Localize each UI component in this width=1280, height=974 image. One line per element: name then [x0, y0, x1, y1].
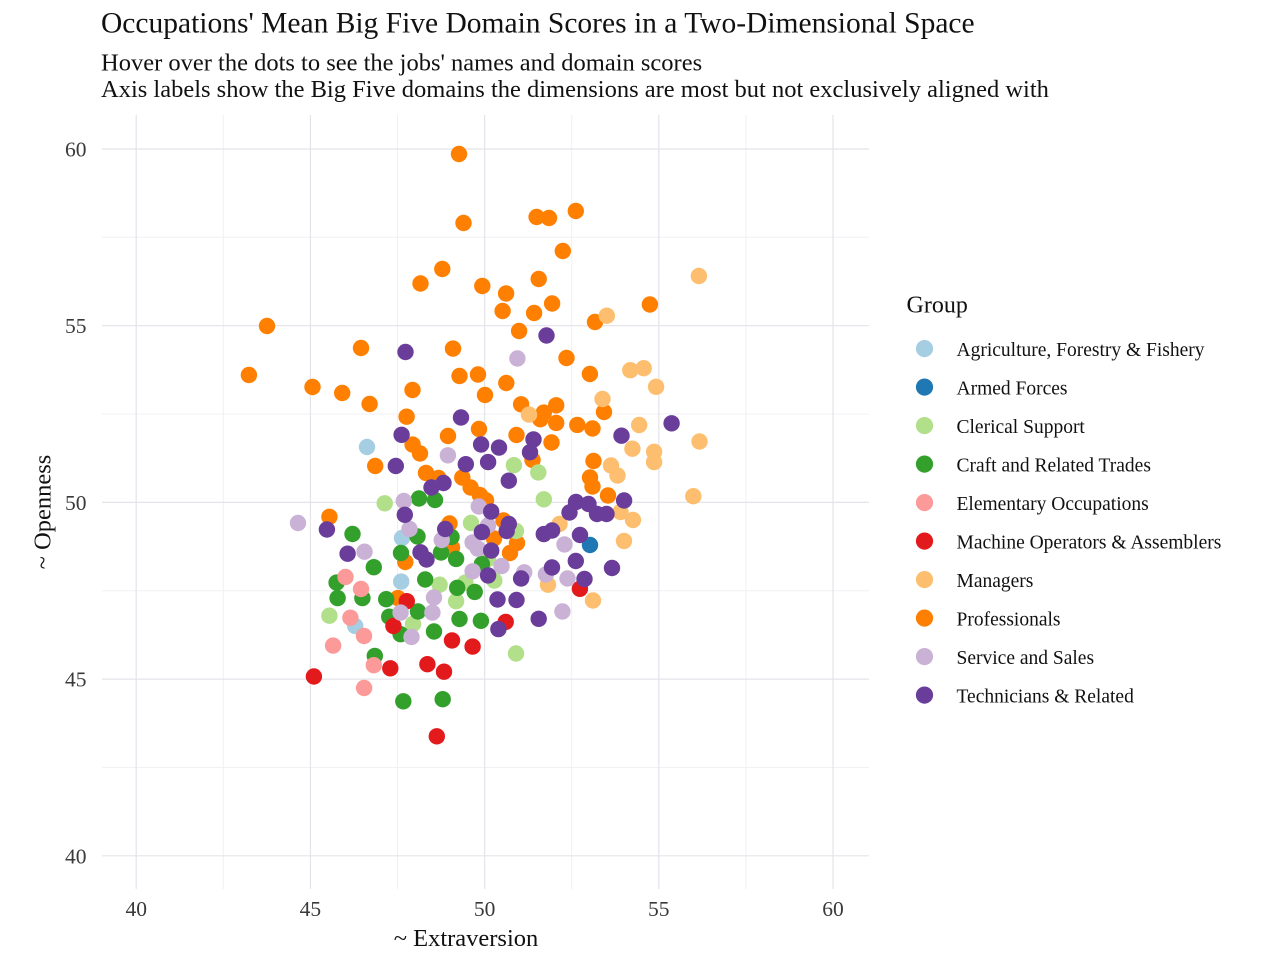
svg-text:55: 55: [65, 314, 87, 338]
svg-text:50: 50: [65, 491, 87, 515]
svg-text:55: 55: [648, 897, 670, 921]
svg-text:Machine Operators & Assemblers: Machine Operators & Assemblers: [957, 532, 1222, 553]
svg-text:40: 40: [65, 844, 87, 868]
svg-text:Craft and Related Trades: Craft and Related Trades: [957, 455, 1151, 476]
svg-text:Professionals: Professionals: [957, 609, 1061, 630]
svg-text:Clerical Support: Clerical Support: [957, 417, 1086, 438]
svg-text:Axis labels show the Big Five: Axis labels show the Big Five domains th…: [101, 76, 1049, 103]
svg-text:60: 60: [65, 138, 87, 162]
svg-text:Group: Group: [907, 293, 968, 319]
svg-text:50: 50: [474, 897, 496, 921]
svg-text:~ Extraversion: ~ Extraversion: [394, 925, 539, 952]
svg-text:40: 40: [125, 897, 147, 921]
svg-text:Agriculture, Forestry & Fisher: Agriculture, Forestry & Fishery: [957, 340, 1205, 361]
svg-text:Occupations' Mean Big Five Dom: Occupations' Mean Big Five Domain Scores…: [101, 8, 975, 40]
svg-text:Elementary Occupations: Elementary Occupations: [957, 494, 1149, 515]
svg-text:Technicians & Related: Technicians & Related: [957, 686, 1135, 707]
svg-text:~ Openness: ~ Openness: [30, 455, 57, 570]
svg-text:Service and Sales: Service and Sales: [957, 648, 1095, 669]
svg-text:45: 45: [300, 897, 322, 921]
svg-text:Armed Forces: Armed Forces: [957, 378, 1068, 399]
svg-text:45: 45: [65, 668, 87, 692]
svg-text:Hover over the dots to see the: Hover over the dots to see the jobs' nam…: [101, 50, 702, 77]
svg-text:Managers: Managers: [957, 571, 1034, 592]
svg-text:60: 60: [822, 897, 844, 921]
